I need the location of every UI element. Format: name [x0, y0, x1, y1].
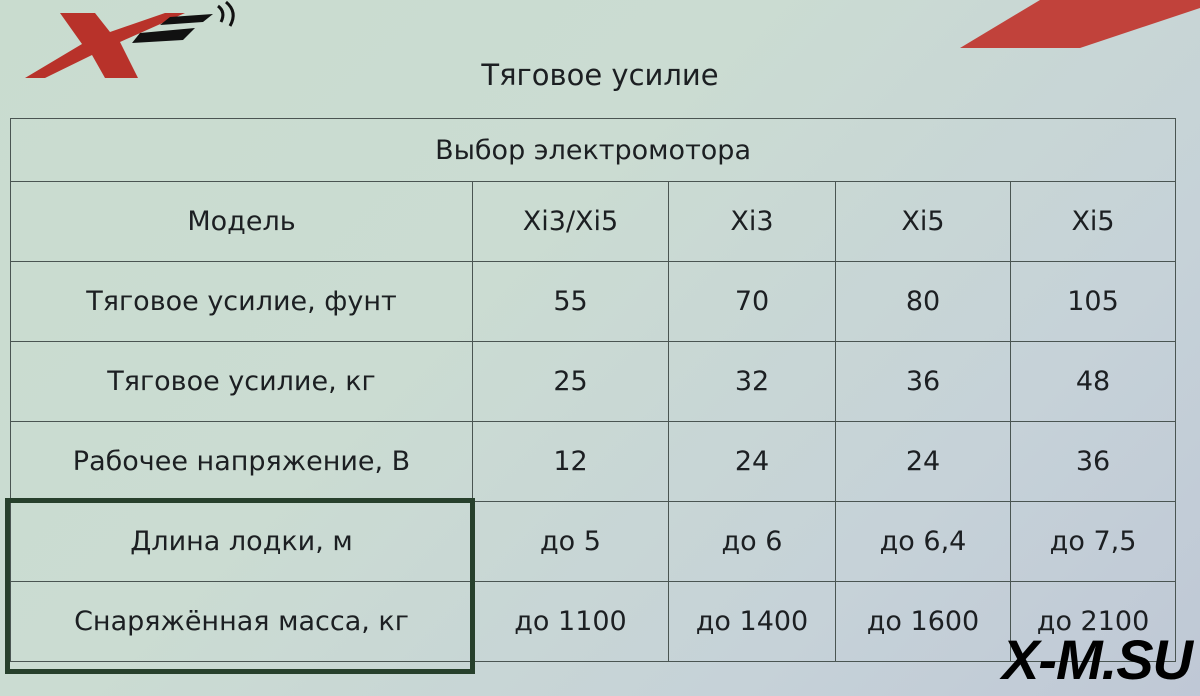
- table-row: Тяговое усилие, фунт 55 70 80 105: [10, 261, 1177, 342]
- table-cell: до 6: [668, 501, 836, 582]
- highlight-box: [5, 498, 475, 674]
- table-cell: Xi3: [668, 181, 836, 262]
- row-label: Тяговое усилие, кг: [10, 341, 473, 422]
- table-cell: до 1100: [472, 581, 669, 662]
- x-logo-wireless-icon: [25, 0, 235, 78]
- row-label: Рабочее напряжение, В: [10, 421, 473, 502]
- table-cell: до 2100: [1009, 581, 1177, 662]
- table-cell: 32: [668, 341, 836, 422]
- table-header: Выбор электромотора: [9, 118, 1177, 182]
- row-label: Длина лодки, м: [10, 501, 473, 582]
- table-row: Модель Xi3/Xi5 Xi3 Xi5 Xi5: [10, 181, 1177, 262]
- table-cell: 12: [472, 421, 669, 502]
- table-cell: 24: [835, 421, 1011, 502]
- decorative-stripe: [960, 0, 1200, 48]
- table-cell: 70: [668, 261, 836, 342]
- table-cell: Xi3/Xi5: [472, 181, 669, 262]
- page-title: Тяговое усилие: [481, 58, 719, 92]
- table-cell: Xi5: [835, 181, 1011, 262]
- row-label: Тяговое усилие, фунт: [10, 261, 473, 342]
- table-row: Рабочее напряжение, В 12 24 24 36: [10, 421, 1177, 502]
- table-cell: до 1600: [835, 581, 1011, 662]
- table-cell: 55: [472, 261, 669, 342]
- table-cell: до 7,5: [1009, 501, 1177, 582]
- table-cell: до 1400: [668, 581, 836, 662]
- watermark: X-M.SU: [1002, 628, 1193, 691]
- table-cell: 25: [472, 341, 669, 422]
- table-cell: 48: [1009, 341, 1177, 422]
- table-cell: до 5: [472, 501, 669, 582]
- table-cell: 36: [1009, 421, 1177, 502]
- table-row: Длина лодки, м до 5 до 6 до 6,4 до 7,5: [10, 501, 1177, 582]
- table-cell: 105: [1009, 261, 1177, 342]
- table-cell: до 6,4: [835, 501, 1011, 582]
- table-row: Тяговое усилие, кг 25 32 36 48: [10, 341, 1177, 422]
- table-cell: 36: [835, 341, 1011, 422]
- row-label: Снаряжённая масса, кг: [10, 581, 473, 662]
- motor-selection-table: Выбор электромотора Модель Xi3/Xi5 Xi3 Xi5 X…: [9, 118, 1177, 662]
- table-row: Снаряжённая масса, кг до 1100 до 1400 до 16…: [10, 581, 1177, 662]
- table-cell: 80: [835, 261, 1011, 342]
- table-cell: 24: [668, 421, 836, 502]
- row-label: Модель: [10, 181, 473, 262]
- table-cell: Xi5: [1009, 181, 1177, 262]
